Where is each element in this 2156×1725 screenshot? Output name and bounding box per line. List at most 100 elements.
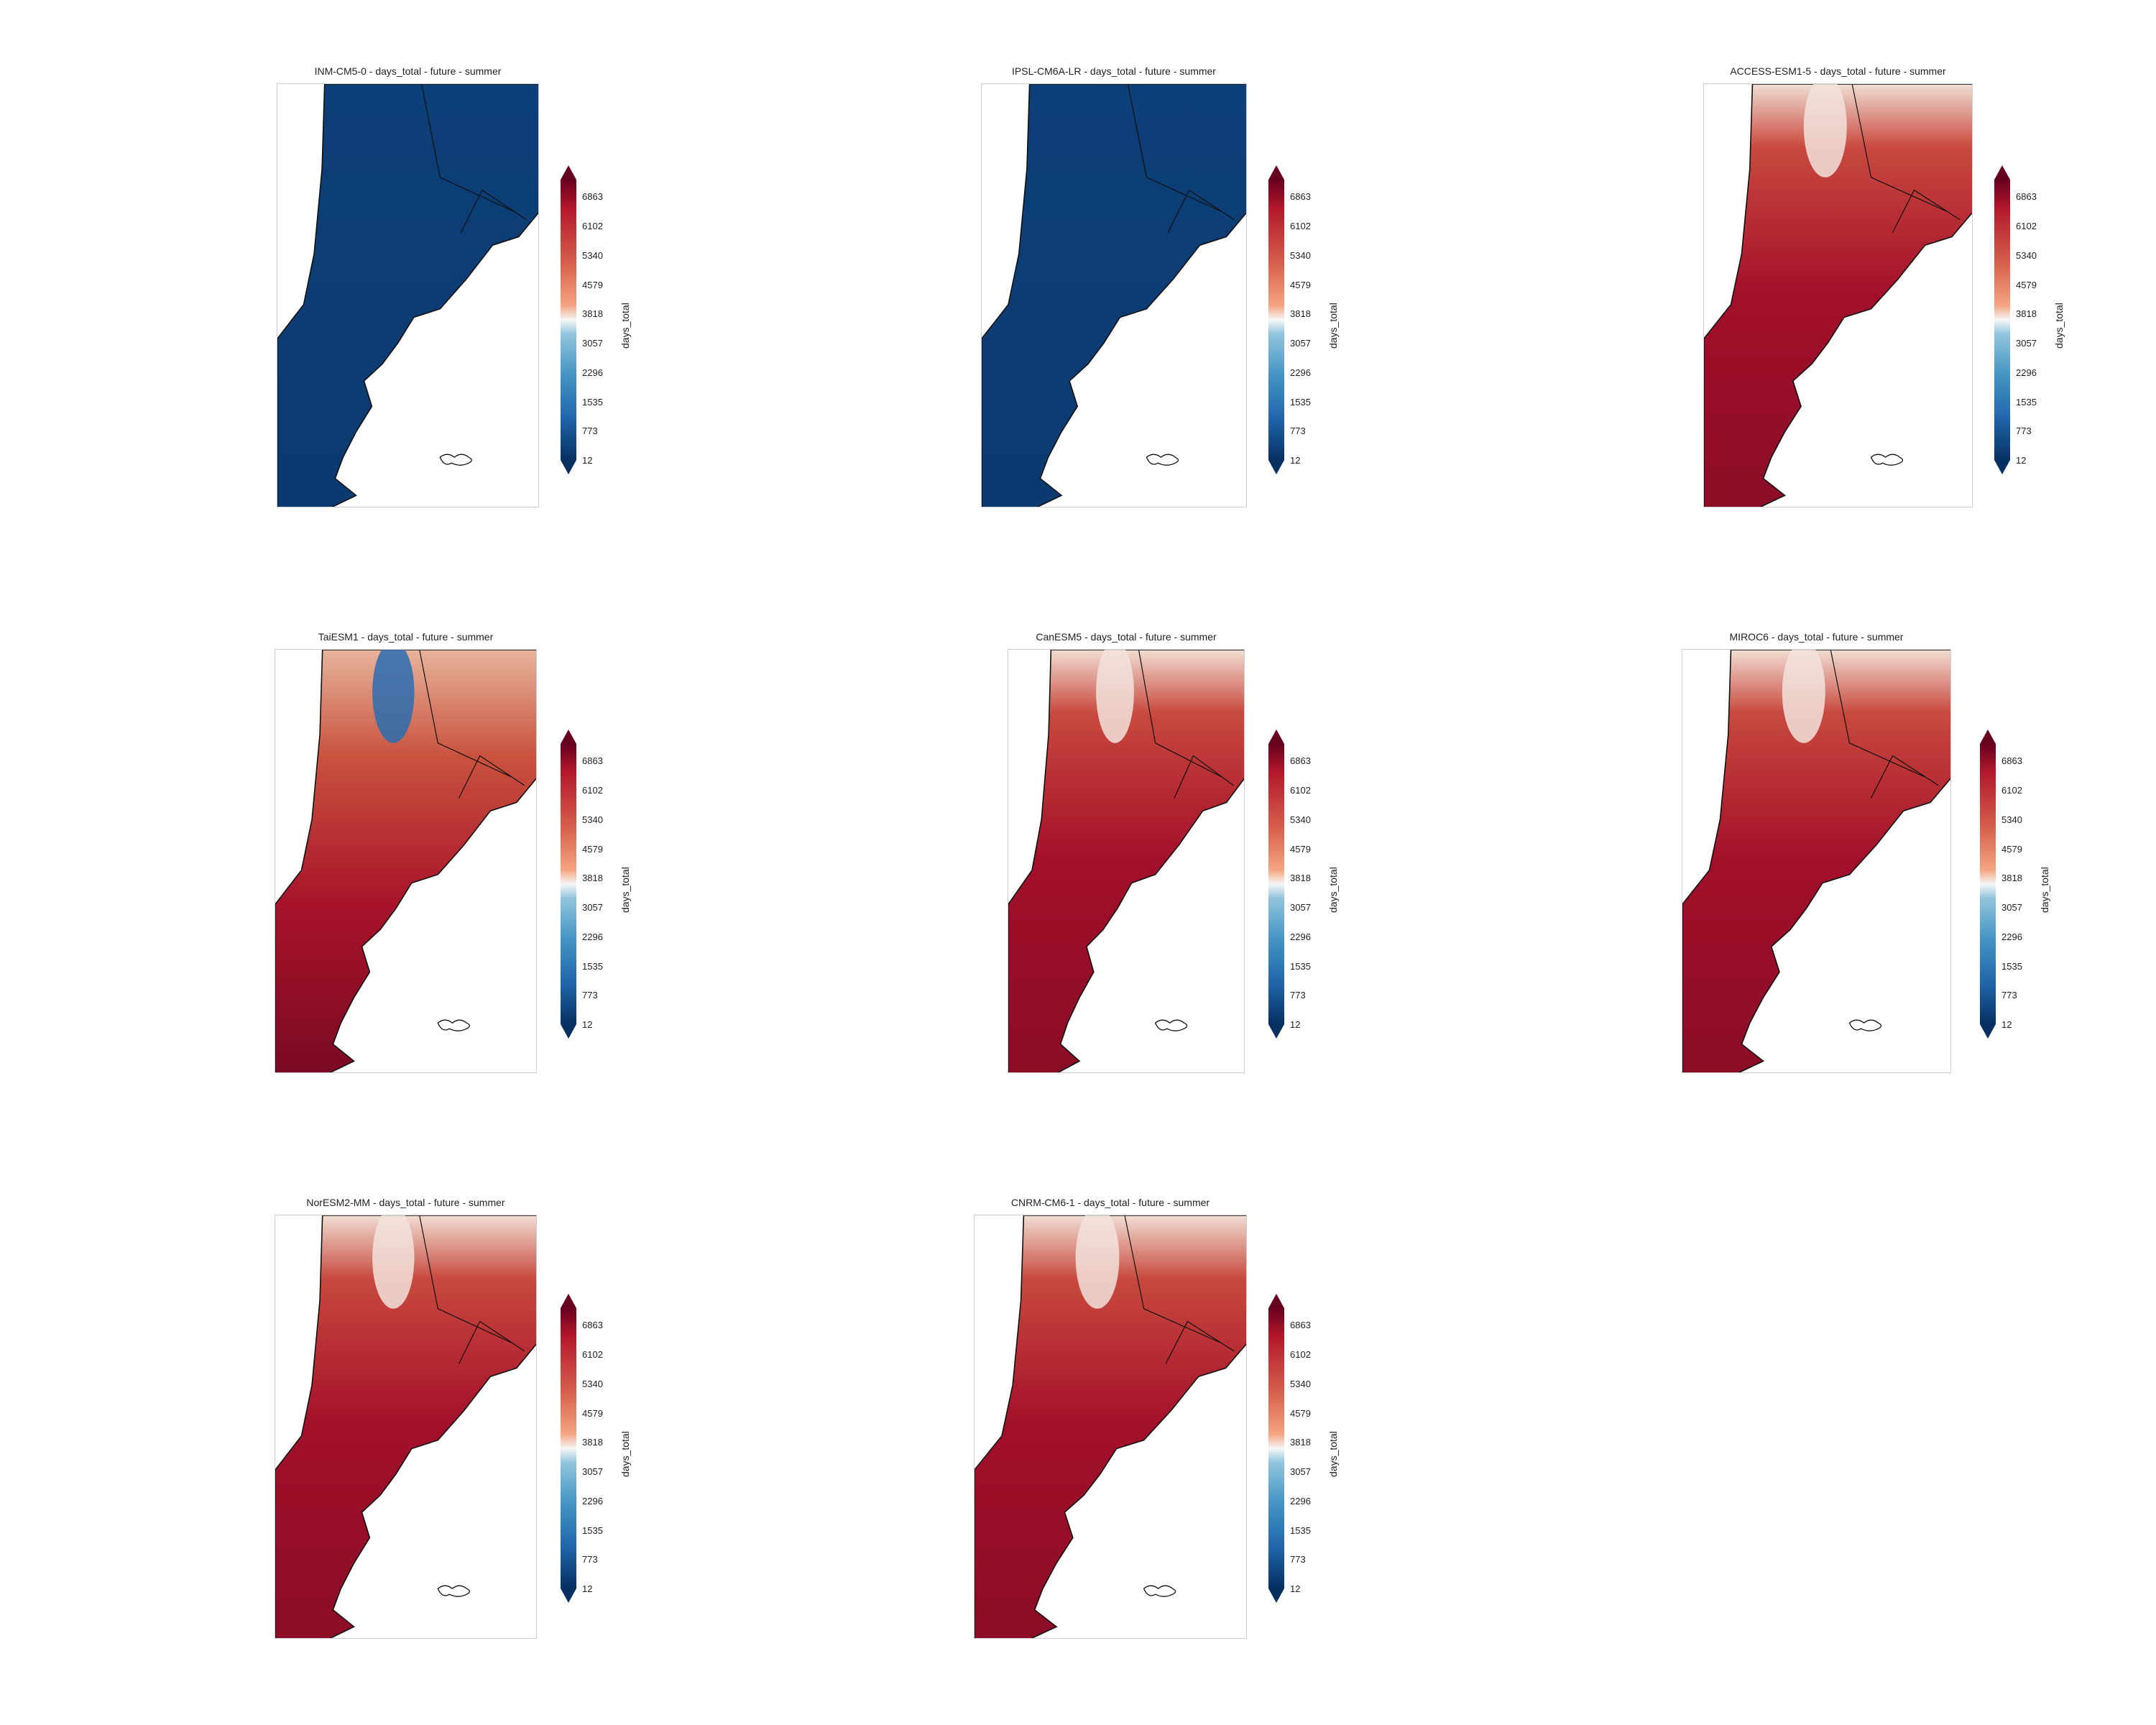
colorbar-tick-label: 6863 [2001, 755, 2022, 767]
colorbar-tick-label: 773 [1290, 1554, 1306, 1565]
map-panel: IPSL-CM6A-LR - days_total - future - sum… [981, 63, 1247, 507]
colorbar-tick-label: 4579 [1290, 843, 1311, 855]
colorbar-svg [1268, 165, 1284, 474]
colorbar-tick-label: 5340 [1290, 1378, 1311, 1389]
colorbar-svg [561, 730, 576, 1039]
colorbar-tick-label: 4579 [1290, 1407, 1311, 1419]
colorbar: 6863 6102 5340 4579 3818 3057 2296 1535 773 12 day… [1994, 165, 2081, 474]
colorbar-tick-label: 3818 [1290, 1437, 1311, 1448]
country-border [419, 650, 512, 778]
country-border [1138, 650, 1222, 778]
map-area [1682, 649, 1951, 1073]
colorbar-svg [1980, 730, 1996, 1039]
colorbar-tick-label: 773 [1290, 990, 1306, 1001]
colorbar-tick-label: 1535 [582, 1524, 603, 1536]
colorbar-tick-label: 773 [582, 990, 598, 1001]
colorbar-tick-label: 5340 [1290, 249, 1311, 261]
colorbar-gradient [1268, 1308, 1284, 1588]
colorbar-svg [1268, 730, 1284, 1039]
colorbar-label: days_total [619, 1431, 631, 1477]
colorbar-tick-label: 12 [582, 1583, 593, 1594]
colorbar-tick-label: 12 [1290, 1019, 1301, 1030]
map-panel: ACCESS-ESM1-5 - days_total - future - su… [1703, 63, 1973, 507]
country-border [458, 1320, 525, 1364]
colorbar-tick-label: 773 [2016, 426, 2032, 437]
country-border [1127, 84, 1222, 212]
map-panel: CanESM5 - days_total - future - summer [1008, 629, 1245, 1073]
colorbar-tick-label: 3057 [582, 902, 603, 914]
colorbar: 6863 6102 5340 4579 3818 3057 2296 1535 773 12 day… [1268, 730, 1355, 1039]
falkland-islands [439, 454, 472, 466]
colorbar-tick-label: 12 [1290, 455, 1301, 466]
colorbar-tick-label: 4579 [582, 1407, 603, 1419]
map-area [974, 1215, 1247, 1639]
colorbar-tick-label: 3818 [1290, 873, 1311, 884]
colorbar-svg [1994, 165, 2010, 474]
falkland-islands [1870, 454, 1904, 466]
colorbar-extend-min [1268, 1588, 1284, 1603]
colorbar-tick-label: 2296 [2001, 931, 2022, 942]
colorbar-extend-min [1268, 1024, 1284, 1039]
colorbar-tick-label: 2296 [1290, 1495, 1311, 1506]
map-panel: TaiESM1 - days_total - future - summer [275, 629, 537, 1073]
falkland-islands [437, 1585, 470, 1597]
colorbar-tick-label: 1535 [1290, 396, 1311, 408]
map-area [277, 83, 539, 507]
colorbar-extend-min [561, 1588, 576, 1603]
colorbar-tick-label: 3057 [2016, 338, 2037, 349]
colorbar-tick-label: 3818 [2001, 873, 2022, 884]
country-border [421, 84, 514, 212]
colorbar-gradient [1268, 744, 1284, 1024]
colorbar-tick-label: 12 [1290, 1583, 1301, 1594]
colorbar-tick-label: 1535 [2001, 960, 2022, 972]
colorbar: 6863 6102 5340 4579 3818 3057 2296 1535 773 12 day… [1980, 730, 2066, 1039]
colorbar-tick-label: 12 [2001, 1019, 2012, 1030]
colorbar-tick-label: 5340 [582, 249, 603, 261]
colorbar-tick-label: 4579 [1290, 279, 1311, 290]
colorbar-tick-label: 4579 [2001, 843, 2022, 855]
panel-title: CNRM-CM6-1 - days_total - future - summe… [1010, 1197, 1210, 1208]
colorbar-tick-label: 1535 [2016, 396, 2037, 408]
land-field [277, 84, 538, 507]
colorbar-tick-label: 6102 [582, 1349, 603, 1361]
colorbar-extend-min [1994, 460, 2010, 474]
colorbar-label: days_total [2039, 867, 2050, 913]
falkland-islands [1143, 1585, 1176, 1597]
colorbar-tick-label: 4579 [582, 279, 603, 290]
colorbar-tick-label: 4579 [582, 843, 603, 855]
colorbar-extend-max [561, 730, 576, 744]
colorbar-tick-label: 3057 [582, 1466, 603, 1478]
map-area [981, 83, 1247, 507]
land-field [275, 650, 536, 1072]
colorbar-tick-label: 773 [1290, 426, 1306, 437]
colorbar-label: days_total [1327, 867, 1339, 913]
panel-title: INM-CM5-0 - days_total - future - summer [314, 65, 502, 77]
map-svg [1704, 84, 1972, 507]
colorbar-tick-label: 1535 [1290, 1524, 1311, 1536]
colorbar-tick-label: 3057 [1290, 902, 1311, 914]
panel-title: IPSL-CM6A-LR - days_total - future - sum… [1012, 65, 1216, 77]
colorbar-tick-label: 2296 [582, 931, 603, 942]
map-svg [975, 1215, 1246, 1638]
colorbar-tick-label: 5340 [2016, 249, 2037, 261]
colorbar-gradient [1268, 180, 1284, 460]
colorbar-tick-label: 6102 [1290, 221, 1311, 232]
colorbar-tick-label: 1535 [582, 960, 603, 972]
colorbar-tick-label: 6863 [582, 1320, 603, 1331]
colorbar-tick-label: 2296 [1290, 367, 1311, 378]
colorbar: 6863 6102 5340 4579 3818 3057 2296 1535 773 12 day… [561, 165, 647, 474]
map-panel: MIROC6 - days_total - future - summer [1682, 629, 1951, 1073]
map-svg [982, 84, 1246, 507]
colorbar-tick-label: 3057 [2001, 902, 2022, 914]
map-panel: CNRM-CM6-1 - days_total - future - summe… [974, 1195, 1247, 1639]
colorbar-tick-label: 3057 [1290, 1466, 1311, 1478]
colorbar-extend-max [561, 165, 576, 180]
colorbar-extend-max [1268, 1294, 1284, 1308]
colorbar-tick-label: 5340 [582, 814, 603, 825]
colorbar-tick-label: 6102 [1290, 785, 1311, 796]
colorbar-tick-label: 6102 [582, 221, 603, 232]
colorbar-tick-label: 6863 [2016, 191, 2037, 203]
map-svg [1008, 650, 1244, 1072]
colorbar-svg [561, 165, 576, 474]
colorbar-tick-label: 3818 [2016, 308, 2037, 320]
